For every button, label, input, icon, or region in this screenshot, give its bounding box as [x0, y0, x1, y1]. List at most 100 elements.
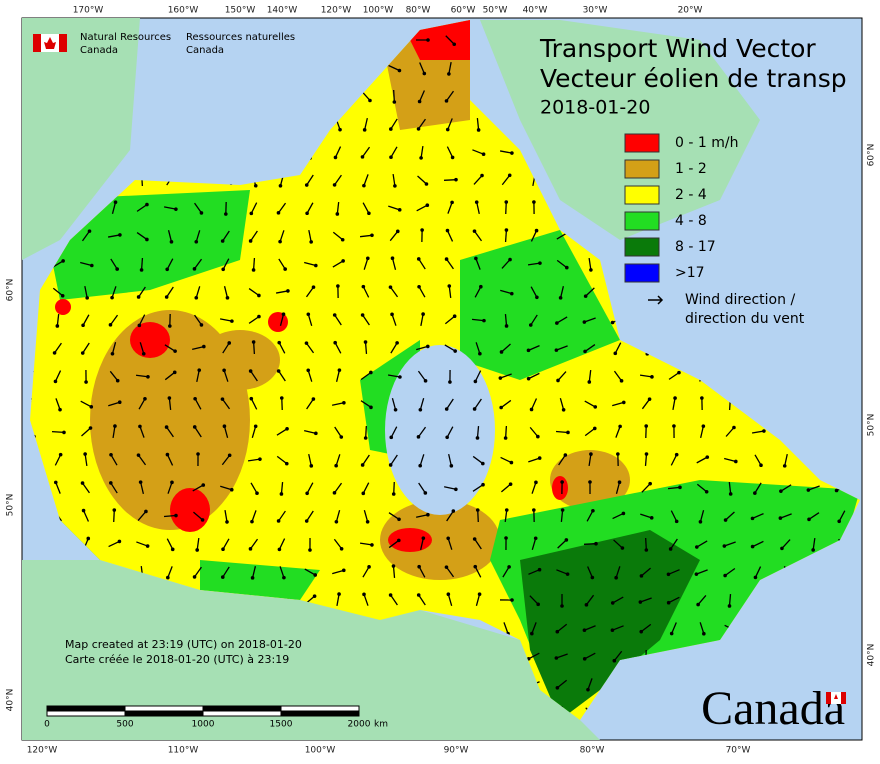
arrow-head [389, 285, 393, 289]
arrow-head [445, 407, 449, 411]
arrow-head [81, 323, 85, 327]
arrow-head [560, 480, 564, 484]
arrow-head [450, 201, 454, 205]
arrow-head [193, 575, 197, 579]
arrow-head [370, 543, 374, 547]
arrow-head [559, 296, 563, 300]
arrow-head [86, 537, 90, 541]
arrow-head [145, 238, 149, 242]
arrow-head [611, 628, 615, 632]
arrow-head [53, 351, 57, 355]
arrow-head [333, 313, 337, 317]
legend-label: 0 - 1 m/h [675, 135, 738, 151]
arrow-head [362, 184, 366, 188]
arrow-head [650, 375, 654, 379]
arrow-head [308, 548, 312, 552]
logo [33, 34, 67, 52]
arrow-head [450, 464, 454, 468]
left-lat-label: 60°N [6, 279, 16, 302]
arrow-head [445, 565, 449, 569]
arrow-head [556, 630, 560, 634]
arrow-head [221, 268, 225, 272]
arrow-head [565, 266, 569, 270]
arrow-head [474, 257, 478, 261]
arrow-head [672, 424, 676, 428]
arrow-head [475, 200, 479, 204]
arrow-head [367, 565, 371, 569]
arrow-head [530, 632, 534, 636]
legend-label: 1 - 2 [675, 161, 707, 177]
arrow-head [555, 348, 559, 352]
arrow-head [194, 296, 198, 300]
arrow-head [370, 233, 374, 237]
arrow-head [277, 341, 281, 345]
arrow-head [779, 489, 783, 493]
arrow-head [418, 464, 422, 468]
arrow-head [556, 686, 560, 690]
arrow-head [424, 379, 428, 383]
arrow-head [170, 240, 174, 244]
arrow-head [504, 200, 508, 204]
arrow-head [313, 594, 317, 598]
top-lon-label: 150°W [225, 6, 256, 16]
arrow-head [342, 401, 346, 405]
left-lat-label: 50°N [6, 494, 16, 517]
arrow-head [82, 509, 86, 513]
arrow-head [56, 324, 60, 328]
arrow-head [201, 518, 205, 522]
arrow-head [583, 350, 587, 354]
arrow-head [536, 603, 540, 607]
arrow-head [389, 593, 393, 597]
arrow-head [482, 319, 486, 323]
arrow-head [364, 436, 368, 440]
arrow-head [418, 100, 422, 104]
arrow-head [222, 369, 226, 373]
arrow-head [390, 313, 394, 317]
arrow-head [250, 520, 254, 524]
arrow-head [362, 285, 366, 289]
arrow-head [109, 323, 113, 327]
wind-arrow [114, 510, 115, 522]
arrow-head [280, 396, 284, 400]
arrow-head [534, 536, 538, 540]
arrow-head [369, 406, 373, 410]
arrow-head [445, 257, 449, 261]
arrow-head [426, 513, 430, 517]
right-lat-label: 50°N [867, 414, 877, 437]
arrow-head [566, 572, 570, 576]
arrow-head [584, 294, 588, 298]
arrow-head [510, 461, 514, 465]
arrow-head [618, 425, 622, 429]
arrow-head [285, 427, 289, 431]
arrow-head [142, 352, 146, 356]
arrow-head [675, 520, 679, 524]
arrow-head [425, 182, 429, 186]
arrow-head [622, 512, 626, 516]
arrow-head [532, 200, 536, 204]
arrow-head [338, 128, 342, 132]
arrow-head [171, 548, 175, 552]
arrow-head [286, 289, 290, 293]
legend-swatch [625, 212, 659, 230]
arrow-head [307, 312, 311, 316]
title-en: Transport Wind Vector [539, 34, 816, 63]
legend-swatch [625, 238, 659, 256]
arrow-head [639, 600, 643, 604]
arrow-head [230, 488, 234, 492]
top-lon-label: 20°W [678, 6, 703, 16]
arrow-head [81, 481, 85, 485]
arrow-head [249, 369, 253, 373]
arrow-head [583, 320, 587, 324]
arrow-head [724, 518, 728, 522]
arrow-head [779, 516, 783, 520]
arrow-head [705, 455, 709, 459]
arrow-head [396, 230, 400, 234]
arrow-head [393, 100, 397, 104]
arrow-head [538, 456, 542, 460]
arrow-head [305, 491, 309, 495]
arrow-head [166, 576, 170, 580]
arrow-head [193, 267, 197, 271]
agency-en: Natural Resources [80, 32, 171, 43]
arrow-head [753, 491, 757, 495]
bottom-lon-label: 100°W [305, 746, 336, 756]
